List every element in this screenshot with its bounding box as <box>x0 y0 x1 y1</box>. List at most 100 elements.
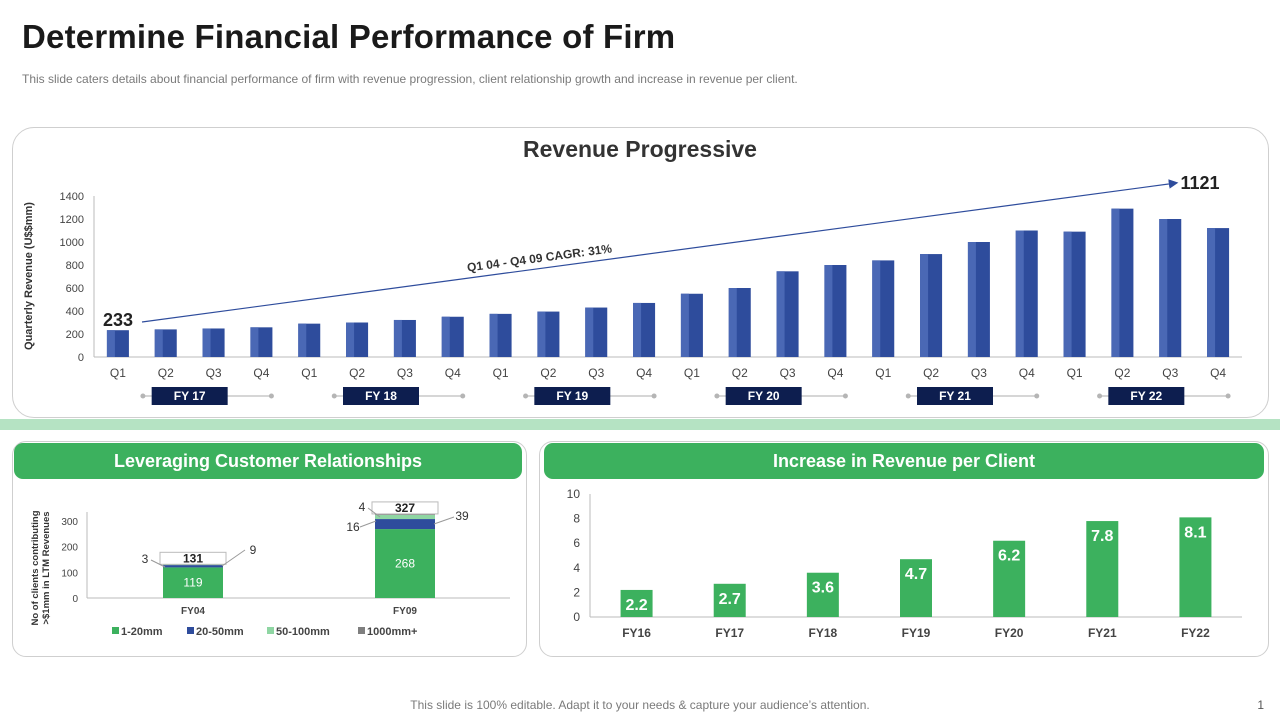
rpc-bar-3 <box>900 559 932 617</box>
clients-bar-FY09-2 <box>375 514 435 520</box>
clients-total-box-1 <box>371 501 439 515</box>
clients-y-tick-3: 300 <box>61 517 78 528</box>
revenue-bar-shade-6 <box>393 319 402 357</box>
revenue-bar-shade-5 <box>346 322 355 357</box>
revenue-x-tick-3: Q4 <box>253 366 269 380</box>
clients-bar-FY09-3 <box>375 513 435 515</box>
revenue-y-tick-3: 600 <box>66 283 84 295</box>
revenue-bar-shade-0 <box>106 330 115 357</box>
revenue-bar-shade-22 <box>1159 219 1168 357</box>
clients-leader-fy09-a <box>367 507 381 518</box>
fy-label-box-5 <box>1108 387 1185 405</box>
revenue-bar-shade-7 <box>441 316 450 357</box>
clients-legend-swatch-1 <box>187 627 194 634</box>
rpc-bar-2 <box>806 572 839 617</box>
clients-legend-swatch-2 <box>267 627 274 634</box>
revenue-cagr-label: Q1 04 - Q4 09 CAGR: 31% <box>466 241 613 274</box>
revenue-per-client-header: Increase in Revenue per Client <box>544 443 1264 479</box>
page-subtitle: This slide caters details about financia… <box>22 72 798 86</box>
clients-total-box-0 <box>159 551 227 565</box>
revenue-x-tick-5: Q2 <box>349 366 365 380</box>
clients-x-tick-0: FY04 <box>181 606 205 617</box>
clients-x-tick-1: FY09 <box>393 606 417 617</box>
clients-total-1: 327 <box>395 501 415 515</box>
clients-legend-label-3: 1000mm+ <box>367 626 417 638</box>
revenue-bar-shade-3 <box>250 327 259 357</box>
revenue-y-tick-1: 200 <box>66 329 84 341</box>
fy-label-box-4 <box>917 387 993 405</box>
clients-y-label-line2: >$1mm in LTM Revenues <box>41 511 52 624</box>
clients-leader-fy04-a <box>150 559 166 568</box>
revenue-x-tick-14: Q3 <box>780 366 796 380</box>
revenue-x-tick-8: Q1 <box>493 366 509 380</box>
clients-inner-label-0: 119 <box>183 576 202 590</box>
revenue-x-tick-11: Q4 <box>636 366 652 380</box>
rpc-x-tick-5: FY21 <box>1088 626 1117 640</box>
rpc-bar-4 <box>993 540 1026 617</box>
rpc-value-6: 8.1 <box>1184 524 1206 541</box>
revenue-x-tick-16: Q1 <box>875 366 891 380</box>
clients-leader-fy04-b <box>221 549 246 567</box>
clients-bar-FY09-0 <box>375 529 435 598</box>
revenue-y-tick-2: 400 <box>66 306 84 318</box>
revenue-bar-shade-14 <box>776 271 785 357</box>
clients-y-tick-0: 0 <box>72 594 78 605</box>
clients-legend-swatch-3 <box>358 627 365 634</box>
clients-legend-swatch-0 <box>112 627 119 634</box>
revenue-y-axis-label: Quarterly Revenue (U$$mm) <box>23 202 35 350</box>
revenue-x-tick-6: Q3 <box>397 366 413 380</box>
rpc-bar-6 <box>1179 517 1212 617</box>
rpc-x-tick-1: FY17 <box>715 626 744 640</box>
rpc-bar-0 <box>620 589 653 617</box>
rpc-value-4: 6.2 <box>998 548 1020 565</box>
rpc-x-tick-4: FY20 <box>995 626 1024 640</box>
revenue-y-tick-7: 1400 <box>60 191 84 203</box>
revenue-x-tick-0: Q1 <box>110 366 126 380</box>
rpc-value-1: 2.7 <box>719 591 741 608</box>
fy-label-box-0 <box>151 387 228 405</box>
rpc-y-tick-3: 6 <box>573 536 580 550</box>
revenue-x-tick-2: Q3 <box>206 366 222 380</box>
rpc-value-5: 7.8 <box>1091 528 1113 545</box>
revenue-bar-shade-15 <box>824 265 833 357</box>
revenue-bar-shade-16 <box>872 260 881 357</box>
revenue-bar-shade-19 <box>1015 230 1024 357</box>
revenue-x-tick-4: Q1 <box>301 366 317 380</box>
revenue-x-tick-13: Q2 <box>732 366 748 380</box>
clients-callout-fy04-50-100: 3 <box>142 552 149 566</box>
fy-dot-right-1 <box>460 393 466 399</box>
rpc-bar-5 <box>1086 521 1119 617</box>
rpc-y-tick-4: 8 <box>573 512 580 526</box>
clients-y-label-line1: No of clients contributing <box>30 510 41 625</box>
revenue-start-value: 233 <box>103 310 133 330</box>
fy-dot-left-1 <box>331 393 337 399</box>
clients-bar-FY04-0 <box>163 567 223 598</box>
rpc-value-3: 4.7 <box>905 566 927 583</box>
clients-bar-FY04-1 <box>163 565 223 568</box>
revenue-x-tick-18: Q3 <box>971 366 987 380</box>
fy-label-box-3 <box>725 387 802 405</box>
revenue-bar-shade-9 <box>537 311 546 357</box>
customer-relationships-header: Leveraging Customer Relationships <box>14 443 522 479</box>
revenue-bar-shade-2 <box>202 328 211 357</box>
fy-dot-right-4 <box>1034 393 1040 399</box>
fy-dot-left-4 <box>905 393 911 399</box>
revenue-x-tick-7: Q4 <box>445 366 461 380</box>
fy-dot-left-0 <box>140 393 146 399</box>
green-divider-band <box>0 419 1280 430</box>
rpc-bar-1 <box>713 583 746 617</box>
revenue-bar-shade-10 <box>585 307 594 357</box>
revenue-bar-shade-20 <box>1063 231 1072 357</box>
clients-inner-label-1: 268 <box>395 557 415 571</box>
clients-callout-fy09-1000: 4 <box>359 500 366 514</box>
fy-dot-right-3 <box>842 393 848 399</box>
revenue-chart-title: Revenue Progressive <box>523 136 757 162</box>
rpc-value-2: 3.6 <box>812 580 834 597</box>
revenue-bar-shade-4 <box>298 323 307 357</box>
fy-dot-left-2 <box>523 393 529 399</box>
revenue-bar-shade-11 <box>633 302 642 357</box>
revenue-bar-shade-1 <box>154 329 163 357</box>
rpc-y-tick-0: 0 <box>573 610 580 624</box>
revenue-bar-shade-12 <box>680 293 689 357</box>
